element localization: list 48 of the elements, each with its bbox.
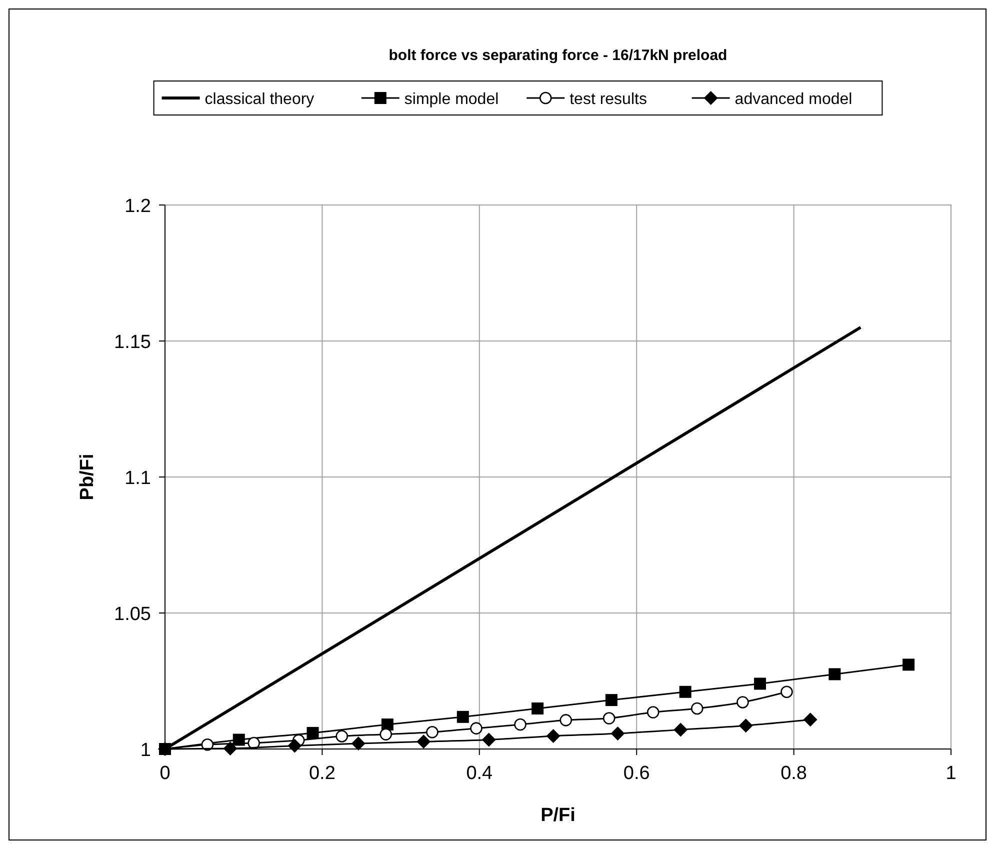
point (902, 658, 915, 671)
point (532, 702, 544, 714)
point (605, 694, 618, 706)
y-tick-label: 1 (140, 740, 151, 761)
point (351, 736, 366, 751)
point (426, 726, 438, 738)
y-tick-label: 1.05 (114, 604, 151, 625)
x-tick-label: 0.8 (780, 763, 808, 784)
x-tick-label: 0 (160, 763, 170, 784)
point (803, 712, 818, 727)
point (646, 706, 660, 718)
point (610, 726, 625, 740)
point (306, 726, 319, 739)
point (380, 728, 392, 740)
point (482, 732, 496, 747)
point (514, 718, 526, 731)
point (690, 702, 704, 715)
point (736, 696, 749, 708)
legend-label: advanced model (734, 91, 852, 108)
point (416, 734, 431, 749)
x-axis-title: P/Fi (540, 805, 576, 826)
legend-label: test results (570, 91, 647, 108)
y-tick-label: 1.15 (114, 332, 151, 353)
legend-label: classical theory (204, 91, 314, 108)
y-tick-label: 1.1 (124, 468, 151, 489)
x-tick-label: 0.6 (623, 763, 650, 784)
point (456, 710, 469, 723)
chart-title: bolt force vs separating force - 16/17kN preload (388, 47, 728, 64)
point (674, 722, 688, 737)
legend-label: simple model (404, 91, 499, 108)
x-tick-label: 1 (946, 763, 956, 784)
y-axis-title: Pb/Fi (77, 454, 98, 500)
point (288, 738, 302, 753)
point (738, 718, 753, 733)
point (754, 678, 766, 690)
point (560, 714, 572, 726)
point (828, 668, 841, 680)
point (248, 736, 260, 750)
point (336, 730, 348, 742)
y-tick-label: 1.2 (124, 196, 151, 217)
x-tick-label: 0.4 (466, 763, 494, 784)
point (470, 722, 482, 734)
point (780, 686, 793, 698)
point (546, 728, 560, 743)
x-tick-label: 0.2 (308, 763, 336, 784)
point (223, 741, 238, 756)
point (602, 712, 616, 724)
point (679, 686, 692, 698)
